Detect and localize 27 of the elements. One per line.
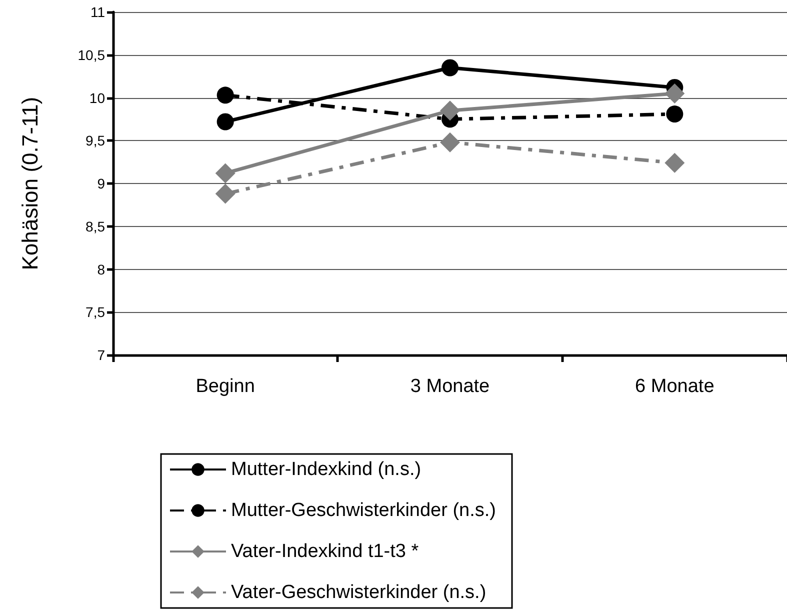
legend-label: Vater-Indexkind t1-t3 *: [231, 541, 420, 562]
x-tick-label: 6 Monate: [635, 376, 714, 397]
y-tick-label: 8,5: [86, 218, 106, 234]
point: [440, 100, 460, 121]
y-tick-label: 10,5: [78, 46, 106, 63]
point: [664, 83, 685, 104]
point: [440, 132, 460, 152]
y-tick-label: 9,5: [86, 132, 106, 149]
y-tick-label: 11: [90, 4, 106, 20]
x-tick-label: 3 Monate: [410, 376, 490, 397]
point: [442, 59, 458, 76]
legend-label: Vater-Geschwisterkinder (n.s.): [231, 582, 486, 603]
y-axis-title: Kohäsion (0.7-11): [18, 96, 42, 270]
point: [216, 113, 234, 130]
legend-label: Mutter-Geschwisterkinder (n.s.): [231, 500, 496, 521]
y-tick-label: 10: [89, 90, 106, 106]
point: [664, 152, 685, 173]
point: [666, 106, 684, 123]
y-tick-label: 8: [97, 261, 106, 278]
point: [215, 163, 236, 184]
legend-label: Mutter-Indexkind (n.s.): [231, 459, 422, 480]
y-tick-label: 7: [97, 347, 106, 363]
point: [215, 184, 236, 204]
y-tick-label: 7,5: [86, 304, 106, 320]
y-tick-label: 9: [97, 176, 106, 192]
x-tick-label: Beginn: [196, 376, 255, 397]
point: [216, 86, 234, 104]
